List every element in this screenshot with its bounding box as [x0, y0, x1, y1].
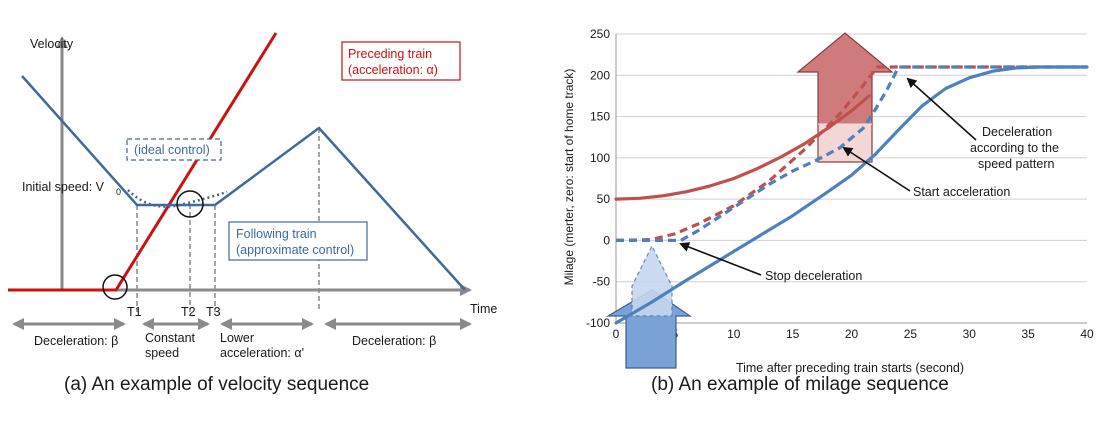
- tick-t3: T3: [206, 305, 221, 319]
- milage-y-label: Milage (merter, zero: start of home trac…: [562, 69, 576, 286]
- label-dec-pattern-1: Deceleration: [982, 125, 1052, 139]
- label-dec-pattern-2: according to the: [970, 141, 1059, 155]
- preceding-sub-label: (acceleration: α): [348, 63, 438, 77]
- preceding-label-box: [341, 41, 461, 81]
- y-tick-label-2: 0: [603, 233, 610, 247]
- x-tick-label-6: 30: [963, 327, 977, 341]
- milage-series-2: [616, 65, 1087, 242]
- milage-chart: -100-500501001502002500510152025303540 S…: [562, 27, 1094, 375]
- arrow-stop-dec: [679, 242, 762, 276]
- caption-left: (a) An example of velocity sequence: [64, 374, 369, 395]
- phase-lower-2: acceleration: α': [220, 346, 304, 360]
- milage-series-3: [614, 65, 1089, 325]
- phase-const-1: Constant: [145, 331, 196, 345]
- ideal-control-curve: [127, 189, 228, 208]
- phase-dec1: Deceleration: β: [34, 334, 118, 348]
- following-train-line: [21, 75, 466, 291]
- y-tick-label-3: 50: [597, 192, 611, 206]
- phase-const-2: speed: [145, 346, 179, 360]
- velocity-chart: Velocity Time Preceding train (accelerat…: [8, 32, 497, 360]
- phase-lower-1: Lower: [220, 331, 254, 345]
- label-stop-dec: Stop deceleration: [765, 269, 862, 283]
- following-label: Following train: [236, 227, 317, 241]
- initial-speed-label: Initial speed: V: [22, 180, 105, 194]
- up-arrow-lower-tip: [631, 244, 673, 317]
- x-tick-label-2: 10: [727, 327, 741, 341]
- arrow-dec-pattern: [906, 77, 977, 141]
- y-tick-label-5: 150: [590, 110, 610, 124]
- milage-series-0: [614, 94, 871, 201]
- y-tick-label-6: 200: [590, 68, 610, 82]
- x-tick-label-7: 35: [1021, 327, 1035, 341]
- velocity-guide-lines: [136, 128, 320, 312]
- milage-series-1: [615, 65, 1087, 242]
- caption-right: (b) An example of milage sequence: [651, 374, 949, 395]
- velocity-x-label: Time: [470, 302, 497, 316]
- start-circle: [102, 274, 128, 300]
- following-label-box: [228, 221, 368, 261]
- ideal-label-box: [126, 138, 222, 161]
- initial-speed-subscript: 0: [116, 187, 121, 197]
- x-tick-label-5: 25: [904, 327, 918, 341]
- following-sub-label: (approximate control): [236, 243, 354, 257]
- x-tick-label-3: 15: [786, 327, 800, 341]
- phase-dec2: Deceleration: β: [352, 334, 436, 348]
- y-tick-label-0: -100: [586, 316, 610, 330]
- y-tick-label-4: 100: [590, 151, 610, 165]
- ideal-label: (ideal control): [134, 143, 210, 157]
- milage-x-label: Time after preceding train starts (secon…: [736, 361, 964, 375]
- tick-t1: T1: [127, 305, 142, 319]
- x-tick-label-0: 0: [613, 327, 620, 341]
- tick-t2: T2: [181, 305, 196, 319]
- crossing-circle: [176, 190, 204, 218]
- label-start-acc: Start acceleration: [913, 185, 1010, 199]
- preceding-train-line: [8, 32, 278, 292]
- y-tick-label-7: 250: [590, 27, 610, 41]
- up-arrow-upper: [796, 32, 894, 125]
- x-tick-label-4: 20: [845, 327, 859, 341]
- velocity-y-label: Velocity: [30, 37, 74, 51]
- arrow-start-acc: [842, 146, 911, 192]
- milage-series: [614, 65, 1089, 325]
- label-dec-pattern-3: speed pattern: [978, 157, 1054, 171]
- preceding-label: Preceding train: [348, 47, 432, 61]
- y-tick-label-1: -50: [593, 275, 611, 289]
- x-tick-label-8: 40: [1080, 327, 1094, 341]
